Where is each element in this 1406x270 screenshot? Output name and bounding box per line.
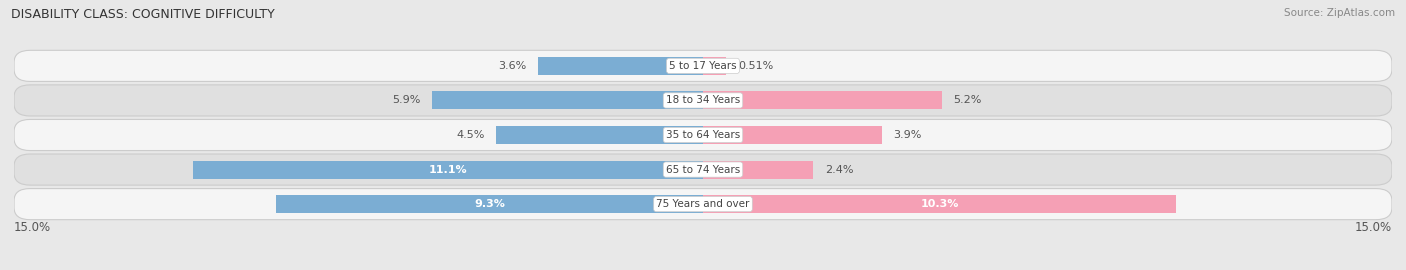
Text: 5.9%: 5.9% (392, 95, 420, 106)
Text: 18 to 34 Years: 18 to 34 Years (666, 95, 740, 106)
Text: 65 to 74 Years: 65 to 74 Years (666, 164, 740, 175)
Text: 10.3%: 10.3% (921, 199, 959, 209)
Text: 11.1%: 11.1% (429, 164, 467, 175)
Bar (432, 92, 703, 109)
Text: 15.0%: 15.0% (1355, 221, 1392, 234)
Text: Source: ZipAtlas.com: Source: ZipAtlas.com (1284, 8, 1395, 18)
FancyBboxPatch shape (14, 154, 1392, 185)
FancyBboxPatch shape (14, 85, 1392, 116)
Bar (703, 195, 1175, 213)
Bar (703, 57, 727, 75)
Bar (496, 126, 703, 144)
Text: 5.2%: 5.2% (953, 95, 981, 106)
FancyBboxPatch shape (14, 50, 1392, 82)
Text: 3.9%: 3.9% (894, 130, 922, 140)
Bar (537, 57, 703, 75)
Text: 3.6%: 3.6% (498, 61, 526, 71)
Bar (703, 161, 813, 178)
Bar (193, 161, 703, 178)
Text: 2.4%: 2.4% (825, 164, 853, 175)
FancyBboxPatch shape (14, 119, 1392, 151)
Text: 75 Years and over: 75 Years and over (657, 199, 749, 209)
Text: DISABILITY CLASS: COGNITIVE DIFFICULTY: DISABILITY CLASS: COGNITIVE DIFFICULTY (11, 8, 276, 21)
Bar (703, 92, 942, 109)
Text: 5 to 17 Years: 5 to 17 Years (669, 61, 737, 71)
Text: 0.51%: 0.51% (738, 61, 773, 71)
Bar (703, 126, 882, 144)
Text: 4.5%: 4.5% (457, 130, 485, 140)
Text: 15.0%: 15.0% (14, 221, 51, 234)
Text: 9.3%: 9.3% (474, 199, 505, 209)
FancyBboxPatch shape (14, 188, 1392, 220)
Text: 35 to 64 Years: 35 to 64 Years (666, 130, 740, 140)
Bar (276, 195, 703, 213)
